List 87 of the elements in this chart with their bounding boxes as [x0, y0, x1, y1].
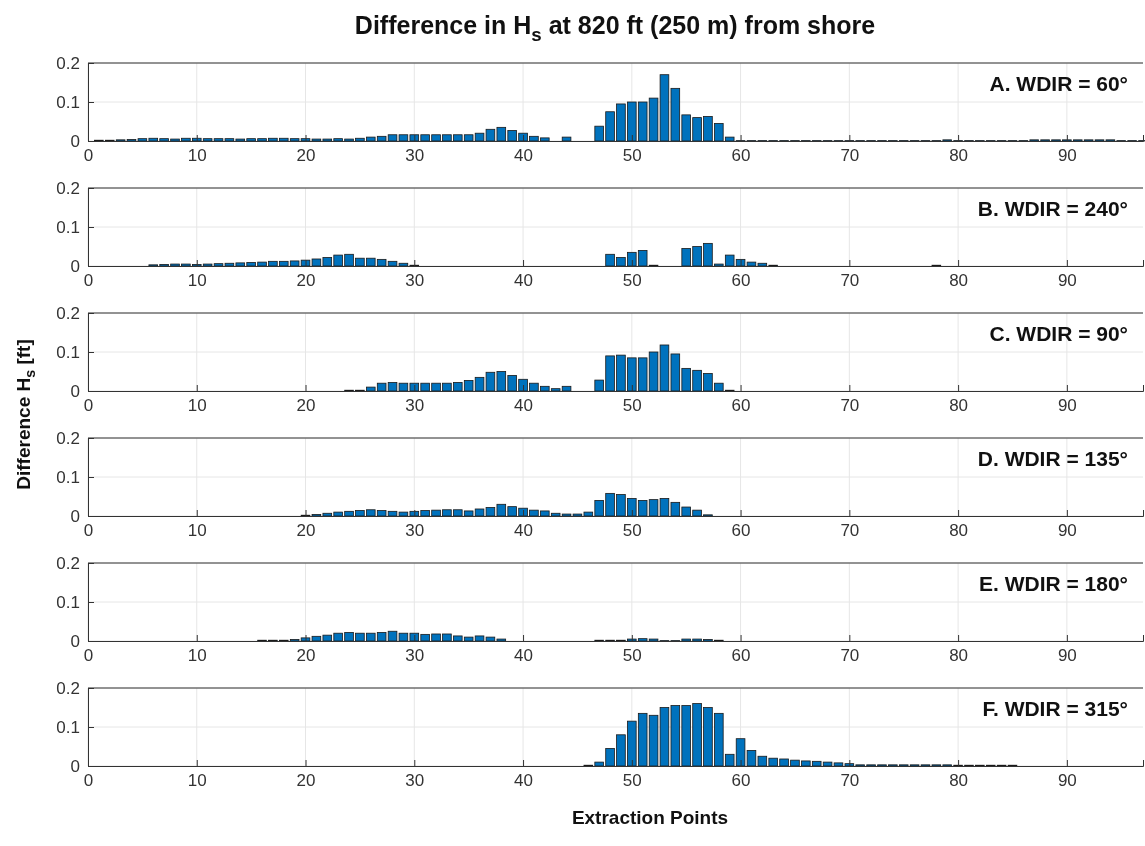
x-tick-label: 50 [622, 771, 642, 791]
x-tick-label: 90 [1057, 771, 1077, 791]
x-tick-label: 40 [514, 521, 534, 541]
x-tick-label: 70 [840, 396, 860, 416]
x-tick-label: 10 [187, 146, 207, 166]
y-tick-label: 0.1 [56, 217, 80, 237]
x-tick-label: 10 [187, 646, 207, 666]
x-tick-label: 40 [514, 771, 534, 791]
y-tick-label: 0.2 [56, 53, 80, 73]
y-tick-label: 0.1 [56, 717, 80, 737]
x-tick-label: 30 [405, 521, 425, 541]
y-tick-label: 0.1 [56, 92, 80, 112]
x-tick-label: 60 [731, 146, 751, 166]
y-tick-label: 0.2 [56, 303, 80, 323]
x-tick-label: 70 [840, 271, 860, 291]
x-tick-label: 60 [731, 271, 751, 291]
y-tick-label: 0 [70, 381, 80, 401]
x-tick-label: 40 [514, 146, 534, 166]
x-tick-label: 40 [514, 396, 534, 416]
y-tick-label: 0.2 [56, 178, 80, 198]
x-tick-label: 70 [840, 146, 860, 166]
x-tick-label: 30 [405, 646, 425, 666]
x-tick-label: 70 [840, 521, 860, 541]
x-tick-label: 80 [949, 771, 969, 791]
x-tick-label: 40 [514, 271, 534, 291]
y-tick-label: 0.2 [56, 678, 80, 698]
x-tick-label: 80 [949, 271, 969, 291]
x-tick-label: 0 [83, 646, 94, 666]
annotation: A. WDIR = 60° [989, 72, 1128, 95]
y-tick-label: 0.1 [56, 467, 80, 487]
annotation: C. WDIR = 90° [989, 322, 1128, 345]
x-tick-label: 20 [296, 396, 316, 416]
x-tick-label: 20 [296, 646, 316, 666]
annotation: F. WDIR = 315° [982, 697, 1128, 720]
y-tick-label: 0 [70, 756, 80, 776]
x-tick-label: 90 [1057, 646, 1077, 666]
bar [561, 136, 572, 142]
x-tick-label: 90 [1057, 521, 1077, 541]
x-tick-label: 30 [405, 396, 425, 416]
x-tick-label: 50 [622, 521, 642, 541]
x-tick-label: 80 [949, 146, 969, 166]
x-tick-label: 70 [840, 771, 860, 791]
x-tick-label: 70 [840, 646, 860, 666]
x-tick-label: 80 [949, 646, 969, 666]
x-tick-label: 20 [296, 146, 316, 166]
y-tick-label: 0.2 [56, 428, 80, 448]
y-tick-label: 0.2 [56, 553, 80, 573]
x-tick-label: 50 [622, 146, 642, 166]
x-tick-label: 60 [731, 396, 751, 416]
x-tick-label: 50 [622, 271, 642, 291]
chart-title: Difference in H$_{s}$ at 820 ft (250 m) from shore [354, 11, 876, 45]
x-tick-label: 60 [731, 771, 751, 791]
y-tick-label: 0 [70, 131, 80, 151]
x-tick-label: 90 [1057, 396, 1077, 416]
x-tick-label: 90 [1057, 146, 1077, 166]
x-tick-label: 0 [83, 146, 94, 166]
x-axis-title: Extraction Points [571, 807, 729, 828]
y-tick-label: 0.1 [56, 592, 80, 612]
x-tick-label: 80 [949, 396, 969, 416]
x-tick-label: 10 [187, 396, 207, 416]
annotation: E. WDIR = 180° [978, 572, 1128, 595]
x-tick-label: 20 [296, 771, 316, 791]
x-tick-label: 50 [622, 646, 642, 666]
x-tick-label: 0 [83, 271, 94, 291]
x-tick-label: 0 [83, 771, 94, 791]
x-tick-label: 50 [622, 396, 642, 416]
y-tick-label: 0 [70, 256, 80, 276]
y-tick-label: 0.1 [56, 342, 80, 362]
annotation: B. WDIR = 240° [977, 197, 1128, 220]
x-tick-label: 0 [83, 521, 94, 541]
x-tick-label: 10 [187, 771, 207, 791]
x-tick-label: 80 [949, 521, 969, 541]
x-tick-label: 30 [405, 771, 425, 791]
x-tick-label: 30 [405, 146, 425, 166]
x-tick-label: 90 [1057, 271, 1077, 291]
x-tick-label: 20 [296, 521, 316, 541]
y-tick-label: 0 [70, 506, 80, 526]
x-tick-label: 20 [296, 271, 316, 291]
x-tick-label: 40 [514, 646, 534, 666]
y-tick-label: 0 [70, 631, 80, 651]
x-tick-label: 10 [187, 271, 207, 291]
x-tick-label: 30 [405, 271, 425, 291]
x-tick-label: 60 [731, 646, 751, 666]
x-tick-label: 10 [187, 521, 207, 541]
x-tick-label: 0 [83, 396, 94, 416]
x-tick-label: 60 [731, 521, 751, 541]
annotation: D. WDIR = 135° [977, 447, 1128, 470]
